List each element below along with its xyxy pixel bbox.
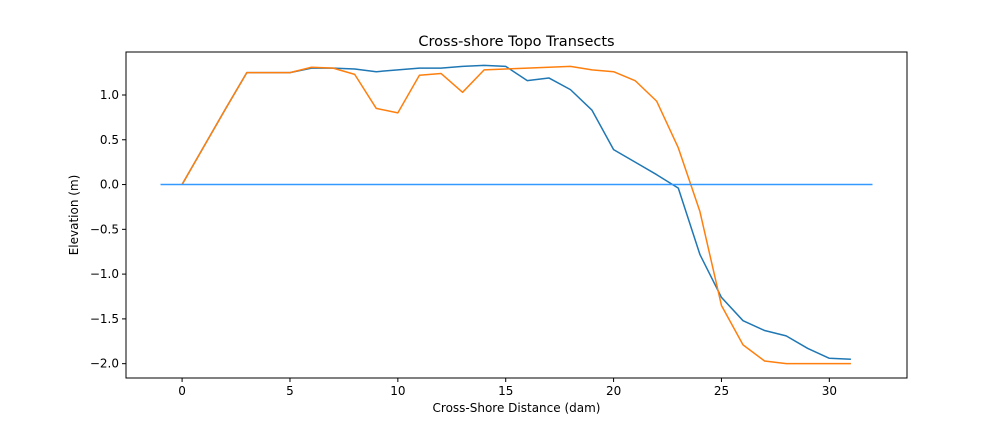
y-tick-label: 1.0	[100, 88, 119, 102]
x-tick-label: 25	[714, 384, 729, 398]
plot-frame	[125, 51, 908, 379]
x-tick-label: 30	[822, 384, 837, 398]
series-line-2	[181, 65, 851, 365]
x-tick-label: 0	[178, 384, 186, 398]
y-tick-label: −0.5	[90, 222, 119, 236]
chart-title: Cross-shore Topo Transects	[418, 34, 614, 50]
y-tick-label: 0.5	[100, 133, 119, 147]
series-layer	[160, 64, 873, 365]
y-tick-label: −1.0	[90, 267, 119, 281]
x-tick-label: 20	[606, 384, 621, 398]
y-axis-label: Elevation (m)	[67, 175, 81, 256]
x-tick-label: 5	[286, 384, 294, 398]
y-tick-label: 0.0	[100, 178, 119, 192]
x-tick-label: 15	[498, 384, 513, 398]
x-tick-label: 10	[390, 384, 405, 398]
ticks-layer: 0 5 10 15 20 25 30 −2.0 −1.5 −1.0 −0.5 0.0 0.5 1.0	[90, 88, 837, 398]
y-tick-label: −1.5	[90, 312, 119, 326]
x-axis-label: Cross-Shore Distance (dam)	[433, 401, 601, 415]
y-tick-label: −2.0	[90, 357, 119, 371]
plot-area	[126, 52, 907, 378]
